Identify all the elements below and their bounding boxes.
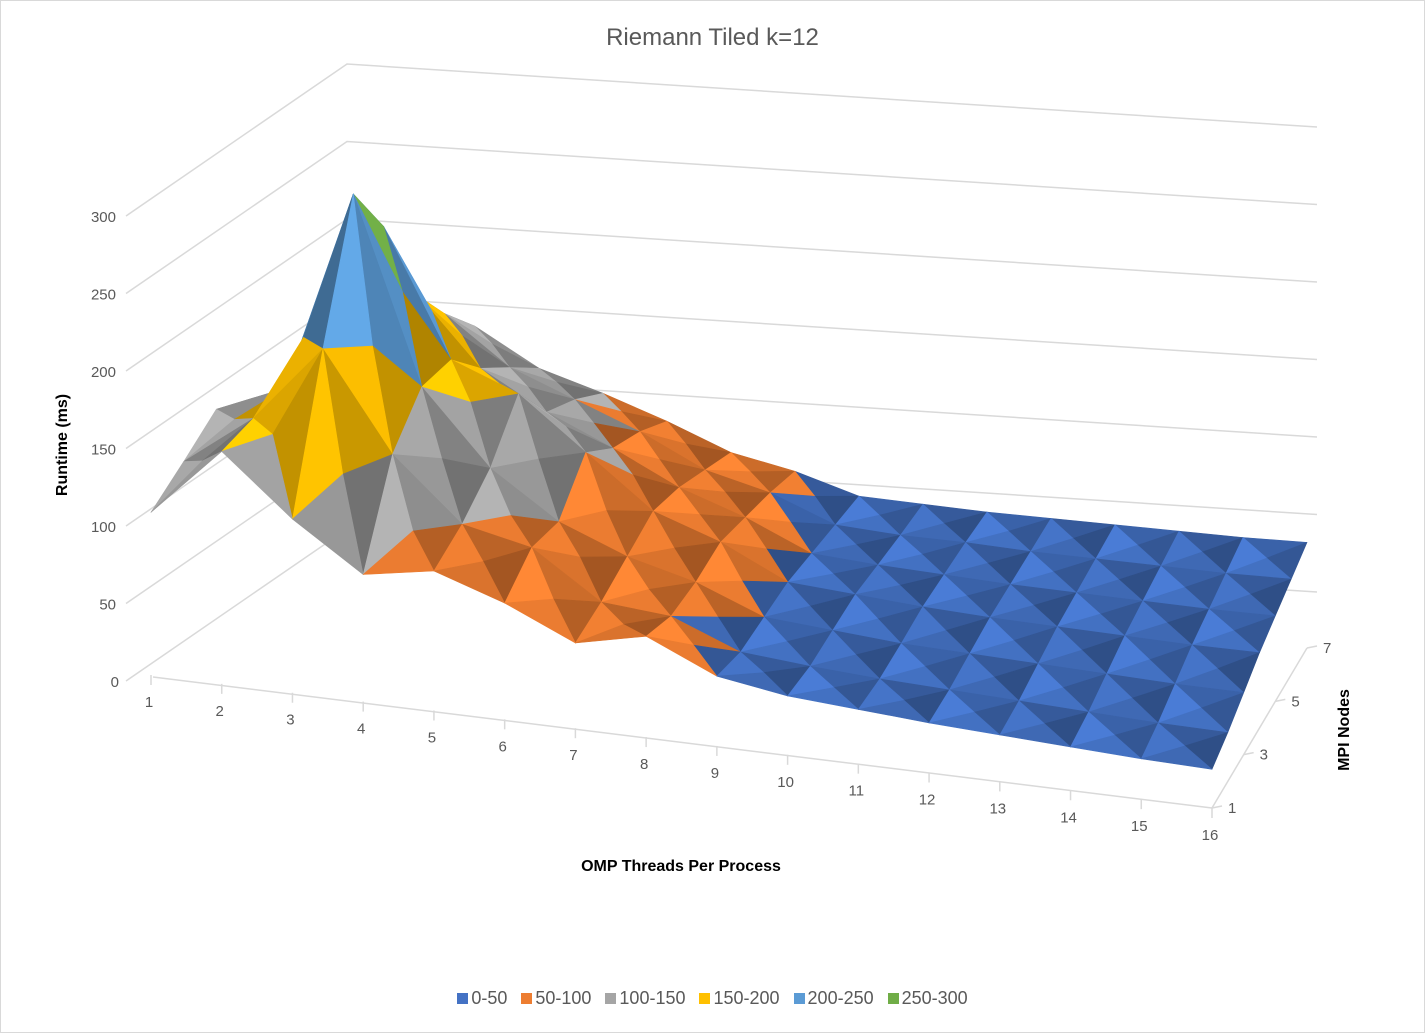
surface-facet [292,473,364,575]
y-tick-label: 1 [1228,800,1236,817]
legend-swatch [887,993,899,1004]
legend-swatch [457,993,469,1004]
y-tick [1275,698,1286,703]
legend-swatch [521,993,533,1004]
z-tick-label: 50 [99,597,116,614]
legend-label: 150-200 [713,988,780,1008]
surface-facet [857,699,930,724]
y-axis-title: MPI Nodes [1336,689,1353,771]
z-tick-label: 250 [91,287,116,304]
legend-swatch [793,993,805,1004]
x-tick-label: 1 [145,694,153,711]
legend-item: 100-150 [605,988,685,1009]
x-tick-label: 2 [216,703,224,720]
x-axis-title: OMP Threads Per Process [581,858,781,875]
surface-facet [928,711,1001,736]
axes: 0501001502002503001234567891011121314151… [91,209,1331,844]
x-tick-label: 12 [919,792,936,809]
legend-swatch [605,993,617,1004]
surface-facet [433,561,506,604]
x-tick-label: 5 [428,729,436,746]
x-tick-label: 15 [1131,818,1148,835]
y-tick-label: 3 [1260,747,1268,764]
legend-item: 250-300 [887,988,968,1009]
x-tick-label: 11 [849,783,865,800]
x-tick-label: 14 [1060,809,1077,826]
x-tick-label: 9 [711,765,719,782]
surface-facet [1141,745,1213,770]
gridline-z-300 [125,63,1318,217]
z-tick-label: 150 [91,442,116,459]
y-tick [1211,805,1223,809]
x-tick-label: 10 [777,774,794,791]
surface-facet [716,672,788,697]
surface-facet [1070,734,1142,760]
x-tick-label: 13 [989,800,1006,817]
x-tick-label: 8 [640,756,648,773]
z-tick-label: 100 [91,519,116,536]
y-axis-line [1211,647,1308,809]
x-tick-label: 7 [569,747,577,764]
x-axis-line [152,676,1213,809]
x-tick-label: 16 [1202,827,1219,844]
z-tick-label: 200 [91,364,116,381]
surface-facet [999,723,1071,748]
y-tick [1243,751,1254,756]
gridline-z-250 [125,140,1318,295]
legend-label: 250-300 [901,988,968,1008]
legend-swatch [699,993,711,1004]
legend-item: 0-50 [457,988,507,1009]
z-tick-label: 300 [91,209,116,226]
surface-facet [362,530,435,575]
legend-label: 0-50 [471,988,508,1008]
x-tick-label: 3 [286,712,294,729]
legend: 0-50 50-100 100-150 150-200 200-250 250-300 [0,988,1425,1009]
legend-label: 50-100 [535,988,592,1008]
x-tick-label: 6 [498,738,506,755]
surface-facet [787,687,859,710]
legend-label: 200-250 [807,988,874,1008]
z-tick-label: 0 [111,674,119,691]
y-tick [1306,645,1318,649]
legend-item: 50-100 [521,988,591,1009]
chart-title: Riemann Tiled k=12 [606,24,819,51]
y-tick-label: 5 [1291,693,1299,710]
z-axis-title: Runtime (ms) [54,394,71,496]
legend-label: 100-150 [619,988,686,1008]
surface-facet [504,598,576,644]
surface-facet [575,624,647,644]
surface [150,193,1308,770]
y-tick-label: 7 [1323,640,1331,657]
surface-facet [221,434,293,520]
surface-facet [645,635,718,677]
legend-item: 150-200 [699,988,780,1009]
legend-item: 200-250 [793,988,874,1009]
x-tick-label: 4 [357,721,365,738]
surface-facet [150,451,222,513]
